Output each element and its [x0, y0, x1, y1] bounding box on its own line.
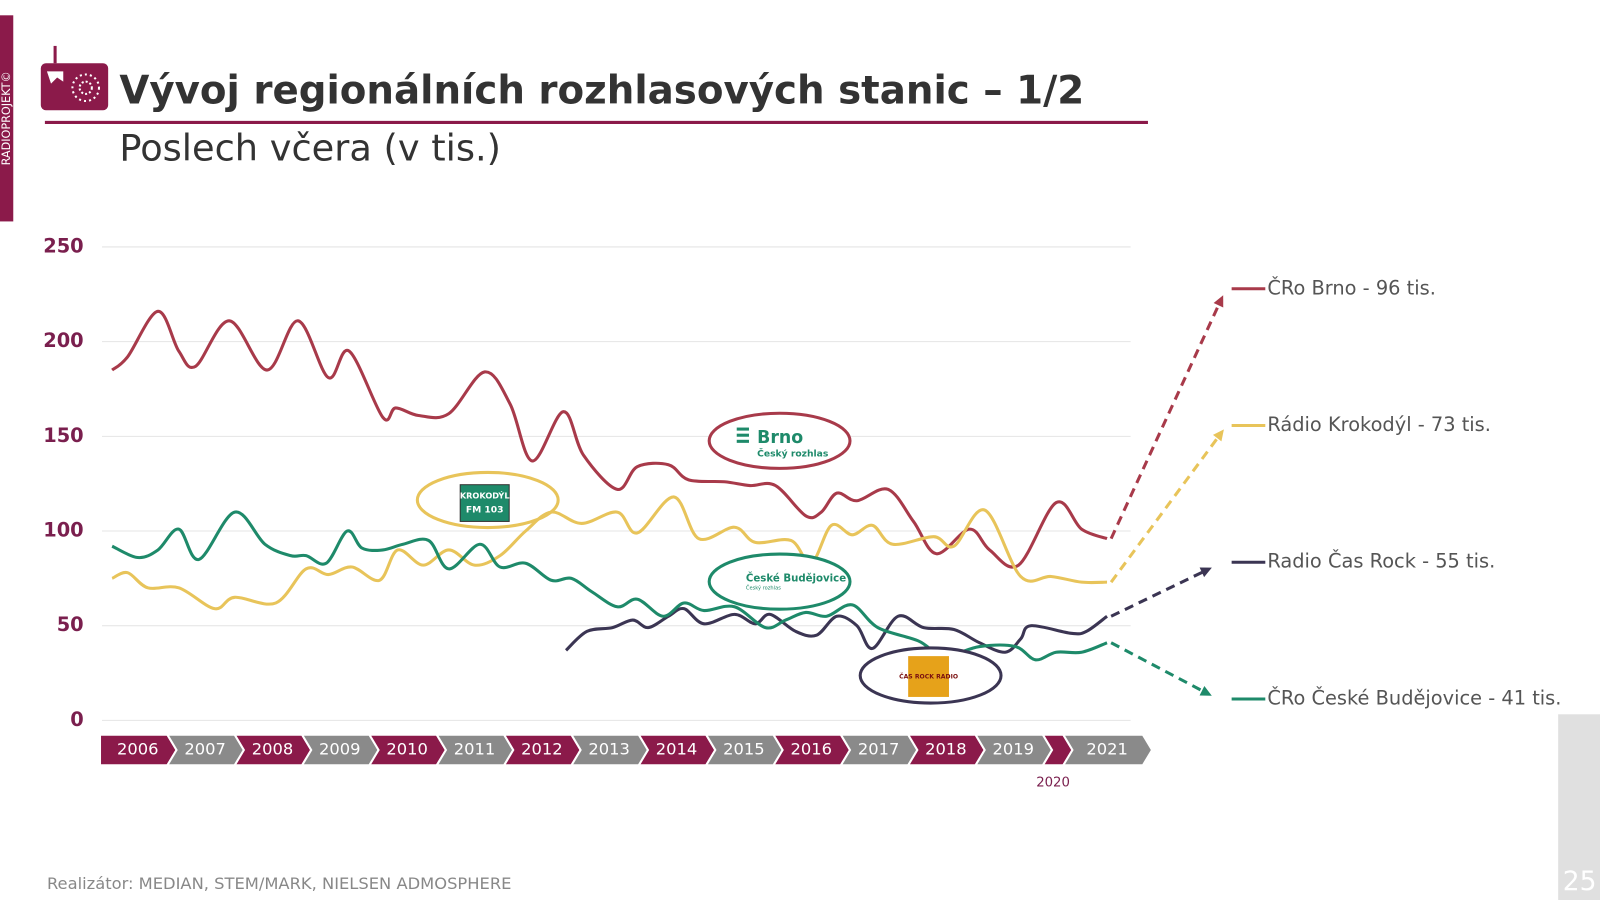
y-tick-label: 100: [43, 519, 83, 542]
y-tick-label: 0: [70, 708, 83, 731]
x-tick-label: 2013: [588, 740, 630, 759]
brand-strip: [0, 15, 14, 222]
legend-arrow: [1110, 641, 1209, 696]
arrow-head: [1213, 295, 1224, 308]
y-tick-label: 50: [57, 613, 84, 636]
logo-krokodyl: KROKODÝL FM 103: [415, 470, 560, 530]
x-tick-label: 2019: [993, 740, 1035, 759]
series-line: [111, 510, 1108, 662]
arrow-head: [1199, 685, 1212, 696]
legend-label: ČRo České Budějovice - 41 tis.: [1267, 685, 1561, 709]
y-tick-label: 250: [43, 234, 83, 257]
x-tick-label: 2009: [319, 740, 361, 759]
series-line: [111, 495, 1108, 611]
x-tick-label: 2020: [1036, 776, 1070, 791]
series-line: [564, 606, 1108, 654]
y-tick-label: 200: [43, 329, 83, 352]
logo-text: Brno: [757, 428, 803, 448]
legend-arrow: [1109, 431, 1223, 584]
x-tick-label: 2021: [1086, 740, 1128, 759]
x-tick-label: 2017: [858, 740, 900, 759]
arrow-head: [1212, 429, 1224, 442]
plot: 0 50 100 150 200 250 2006 2007 2008 2009 2010 2011 2…: [43, 234, 1561, 790]
x-tick-label: 2018: [925, 740, 967, 759]
x-tick-label: 2011: [454, 740, 496, 759]
series-line: [111, 309, 1108, 569]
x-tick-label: 2014: [656, 740, 698, 759]
y-tick-label: 150: [43, 424, 83, 447]
logo-text: FM 103: [466, 505, 504, 516]
logo-casrock: ČAS ROCK RADIO: [858, 646, 1003, 705]
subtitle: Poslech včera (v tis.): [119, 127, 501, 170]
legend-label: Radio Čas Rock - 55 tis.: [1267, 549, 1495, 573]
logo-text: Český rozhlas: [757, 448, 829, 460]
page-tab: [1558, 714, 1600, 900]
legend-label: Rádio Krokodýl - 73 tis.: [1267, 413, 1491, 436]
brand: RADIOPROJEKT©: [0, 71, 13, 165]
legend-arrow: [1109, 298, 1223, 540]
x-tick-label: 2015: [723, 740, 765, 759]
radio-icon: [40, 45, 109, 111]
logo-text: České Budějovice: [746, 572, 846, 585]
footer: Realizátor: MEDIAN, STEM/MARK, NIELSEN A…: [47, 874, 512, 893]
legend-arrow: [1110, 568, 1209, 618]
logo-text: Český rozhlas: [746, 584, 781, 591]
logo-text: KROKODÝL: [460, 489, 510, 500]
x-tick-label: 2012: [521, 740, 563, 759]
page-number: 25: [1563, 866, 1597, 897]
logo-brno: Brno Český rozhlas: [707, 411, 852, 470]
logo-text: ČAS ROCK RADIO: [899, 672, 958, 681]
title: Vývoj regionálních rozhlasových stanic –…: [119, 68, 1084, 113]
x-tick-label: 2007: [184, 740, 226, 759]
x-tick-label: 2006: [117, 740, 159, 759]
logo-budejovice: České Budějovice Český rozhlas: [707, 552, 852, 611]
timeline-band: [1061, 733, 1154, 767]
x-tick-label: 2016: [790, 740, 832, 759]
arrow-head: [1199, 567, 1212, 578]
x-tick-label: 2008: [252, 740, 294, 759]
x-tick-label: 2010: [386, 740, 428, 759]
legend-label: ČRo Brno - 96 tis.: [1267, 275, 1436, 299]
